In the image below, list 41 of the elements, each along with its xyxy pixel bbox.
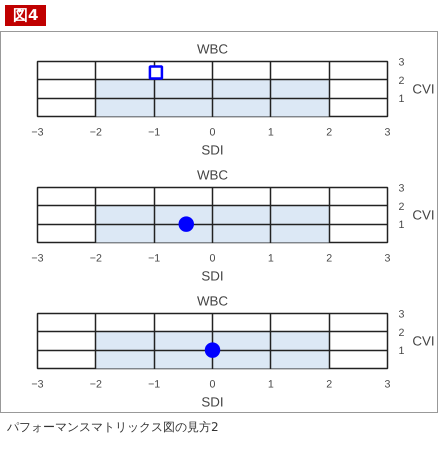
x-tick-label: −1 [148,252,160,264]
x-tick-label: 1 [268,252,274,264]
x-tick-label: 2 [326,126,332,138]
x-tick-label: −2 [90,378,102,390]
chart-title: WBC [196,42,228,56]
y-tick-label: 2 [398,200,404,213]
chart-title: WBC [196,294,228,308]
y-tick-label: 2 [398,74,404,87]
x-tick-label: −1 [148,378,160,390]
x-tick-label: 3 [384,252,391,264]
x-axis-title: SDI [201,394,224,410]
x-tick-label: 2 [326,378,332,390]
chart-title: WBC [196,168,228,182]
x-tick-label: −2 [90,126,102,138]
x-tick-label: −1 [148,126,160,138]
x-tick-label: 0 [210,252,216,264]
x-tick-label: 0 [210,126,216,138]
y-axis-title: CVI [412,208,435,222]
x-tick-label: −3 [31,378,44,390]
y-tick-label: 1 [398,219,404,232]
y-axis-title: CVI [412,334,435,348]
text: パフォーマンスマトリックス図の見方2 [7,418,219,436]
caption: 図4 [13,6,38,25]
y-tick-label: 1 [398,93,404,106]
x-axis-title: SDI [201,142,224,158]
x-tick-label: 2 [326,252,332,264]
x-tick-label: 1 [268,378,274,390]
x-tick-label: 3 [384,126,391,138]
y-tick-label: 3 [398,182,404,194]
x-tick-label: 1 [268,126,274,138]
x-tick-label: −3 [31,126,44,138]
x-axis-title: SDI [201,268,224,284]
y-axis-title: CVI [412,82,435,96]
y-tick-label: 1 [398,345,404,358]
x-tick-label: 3 [384,378,391,390]
x-tick-label: −2 [90,252,102,264]
x-tick-label: 0 [210,378,216,390]
y-tick-label: 2 [398,326,404,339]
y-tick-label: 3 [398,308,404,320]
x-tick-label: −3 [31,252,44,264]
y-tick-label: 3 [398,56,404,68]
